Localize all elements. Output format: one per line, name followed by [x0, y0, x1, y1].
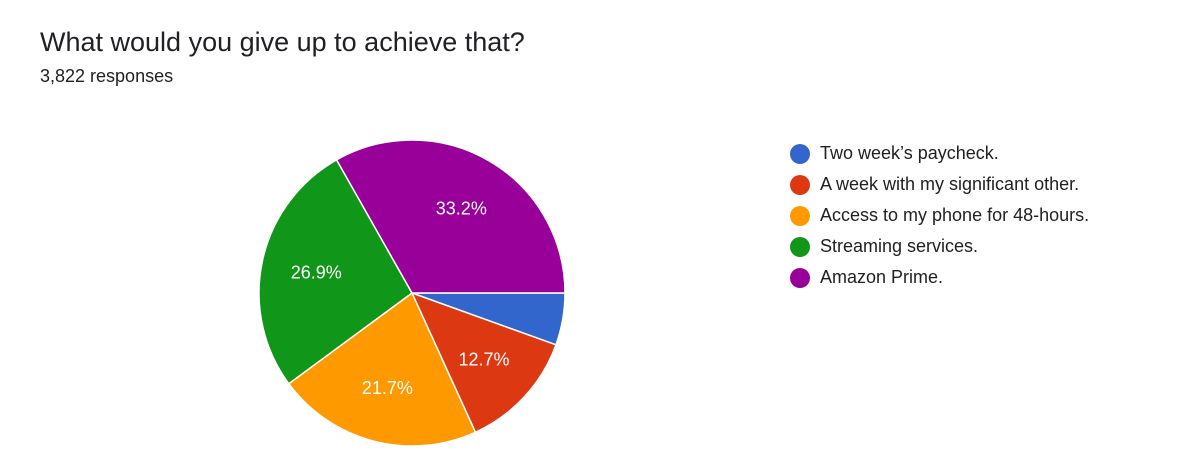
question-title: What would you give up to achieve that?	[40, 27, 525, 57]
legend-item[interactable]: A week with my significant other.	[790, 169, 1089, 200]
legend-label: Two week’s paycheck.	[820, 143, 999, 163]
pie-slice[interactable]	[335, 139, 566, 294]
legend-swatch-icon	[790, 267, 810, 288]
pie-slice[interactable]	[258, 158, 413, 385]
legend-item[interactable]: Two week’s paycheck.	[790, 138, 1089, 169]
slice-data-label: 26.9%	[291, 263, 342, 283]
chart-legend: Two week’s paycheck. A week with my sign…	[790, 138, 1089, 293]
legend-label: Streaming services.	[820, 236, 979, 256]
legend-item[interactable]: Streaming services.	[790, 231, 1089, 262]
pie-slice[interactable]	[287, 291, 477, 447]
legend-swatch-icon	[790, 236, 810, 257]
slice-data-label: 33.2%	[436, 198, 487, 218]
legend-swatch-icon	[790, 143, 810, 164]
legend-label: Amazon Prime.	[820, 267, 944, 287]
legend-item[interactable]: Access to my phone for 48-hours.	[790, 200, 1089, 231]
slice-data-label: 21.7%	[362, 378, 413, 398]
legend-swatch-icon	[790, 205, 810, 226]
response-count: 3,822 responses	[40, 66, 174, 86]
legend-item[interactable]: Amazon Prime.	[790, 262, 1089, 293]
legend-label: Access to my phone for 48-hours.	[820, 205, 1090, 225]
pie-slice[interactable]	[410, 291, 557, 434]
slice-data-label: 12.7%	[458, 349, 509, 369]
legend-label: A week with my significant other.	[820, 174, 1080, 194]
legend-swatch-icon	[790, 174, 810, 195]
